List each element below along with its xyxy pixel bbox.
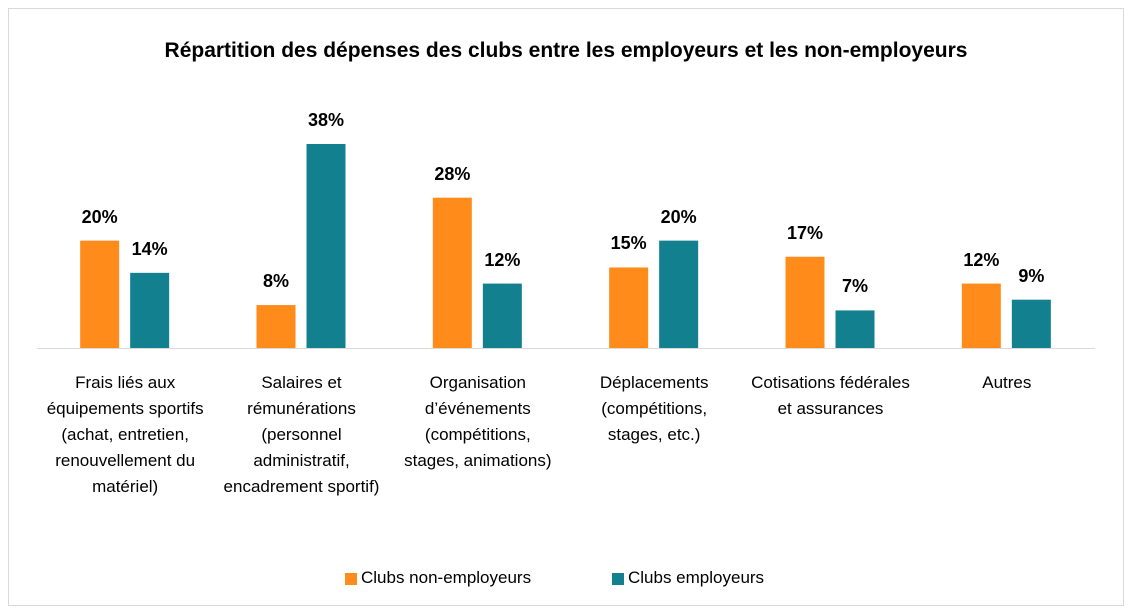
bar [835,310,875,348]
data-label: 12% [484,249,521,270]
bar [256,305,296,348]
data-label: 38% [307,110,345,130]
x-tick-label: Frais liés aux équipements sportifs (ach… [46,373,204,496]
legend-label: Clubs non-employeurs [361,568,532,587]
bar [659,240,699,348]
bar [609,267,649,348]
bar [961,283,1001,348]
data-label: 12% [963,249,1000,270]
bar [306,144,346,348]
data-label: 20% [81,206,118,227]
x-tick-label: Cotisations fédérales et assurances [751,373,910,418]
bar [482,283,522,348]
bar [432,197,472,348]
data-label: 14% [131,238,168,259]
data-label: 17% [786,222,824,243]
data-label: 8% [262,271,289,292]
legend-swatch [612,573,624,585]
x-tick-label: Déplacements (compétitions, stages, etc.… [599,373,709,444]
data-label: 7% [841,276,868,297]
bar [130,272,170,348]
chart-title: Répartition des dépenses des clubs entre… [164,39,968,62]
x-tick-label: Organisation d’événements (compétitions,… [404,373,552,470]
bar [1011,299,1051,348]
data-label: 9% [1018,265,1045,286]
bar [785,256,825,348]
chart-border [8,8,1124,606]
legend-label: Clubs employeurs [628,568,765,587]
data-label: 20% [660,206,697,227]
x-tick-label: Autres [982,373,1032,392]
data-label: 15% [610,233,647,254]
legend-swatch [345,573,357,585]
x-tick-label: Salaires et rémunérations (personnel adm… [223,373,380,496]
data-label: 28% [434,163,471,184]
bar [80,240,120,348]
